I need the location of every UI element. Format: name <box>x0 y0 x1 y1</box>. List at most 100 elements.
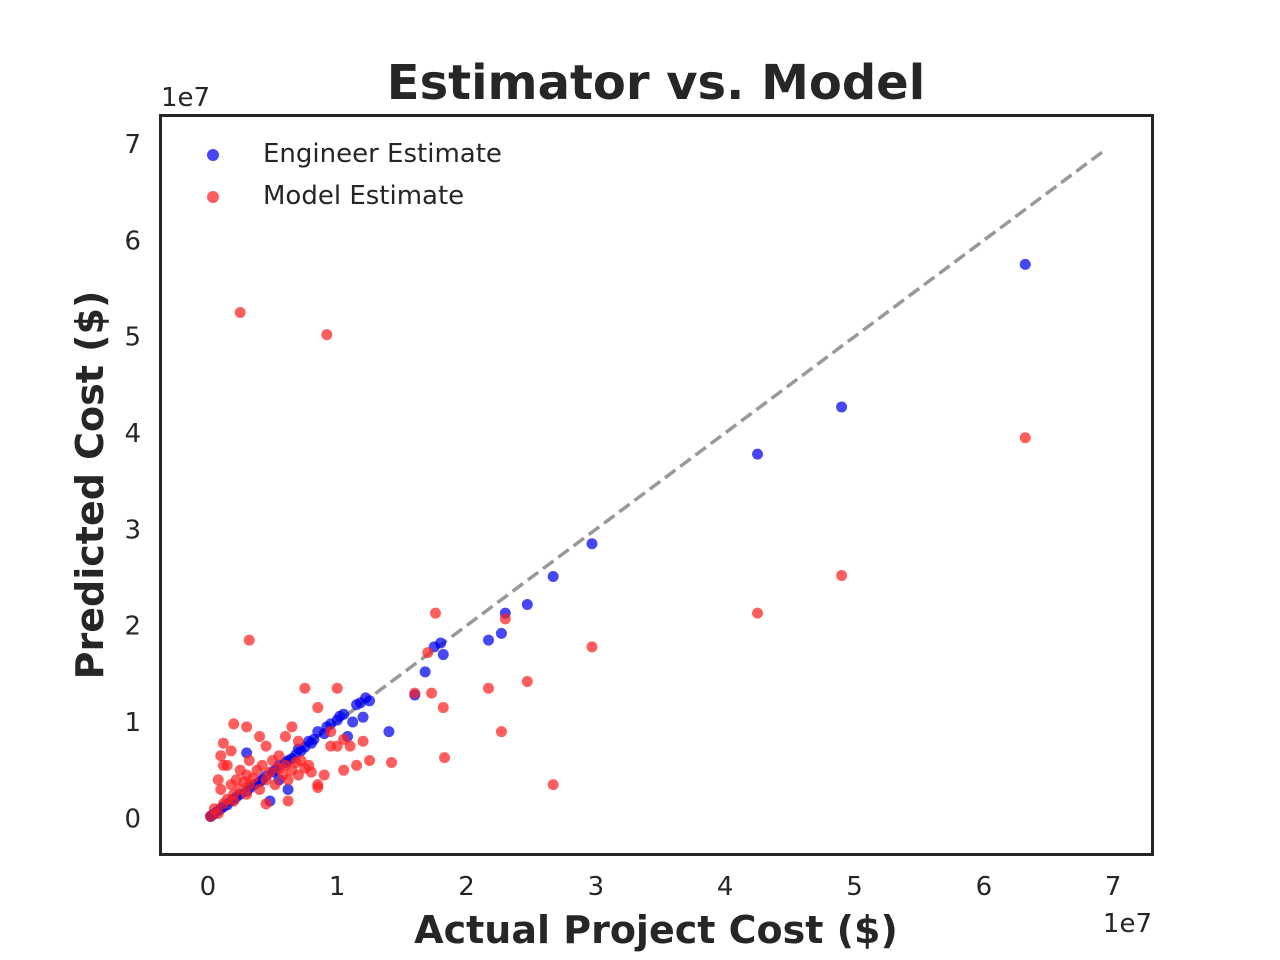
data-point <box>439 752 451 764</box>
y-offset-label: 1e7 <box>161 83 210 113</box>
legend: Engineer Estimate Model Estimate <box>207 139 502 211</box>
data-point <box>273 750 285 762</box>
plot-frame <box>159 114 1154 856</box>
data-point <box>217 737 229 749</box>
data-point <box>256 759 268 771</box>
data-point <box>254 783 266 795</box>
legend-marker-engineer <box>207 149 219 161</box>
data-point <box>483 634 495 646</box>
series-1 <box>204 307 1031 822</box>
data-point <box>260 798 272 810</box>
data-point <box>437 649 449 661</box>
data-point <box>383 726 395 738</box>
data-point <box>241 788 253 800</box>
data-point <box>347 716 359 728</box>
data-point <box>547 571 559 583</box>
data-point <box>228 795 240 807</box>
data-point <box>351 759 363 771</box>
data-point <box>422 647 434 659</box>
data-point <box>243 755 255 767</box>
y-tick-label: 4 <box>124 419 141 449</box>
x-offset-label: 1e7 <box>1103 909 1152 939</box>
data-point <box>279 730 291 742</box>
data-point <box>752 448 764 460</box>
data-point <box>338 708 350 720</box>
data-point <box>521 676 533 688</box>
data-point <box>586 641 598 653</box>
y-tick-label: 1 <box>124 708 141 738</box>
data-point <box>325 740 337 752</box>
data-point <box>282 774 294 786</box>
legend-label-engineer: Engineer Estimate <box>263 139 502 169</box>
legend-label-model: Model Estimate <box>263 181 464 211</box>
y-tick-label: 7 <box>124 130 141 160</box>
data-point <box>212 774 224 786</box>
data-point <box>215 783 227 795</box>
data-point <box>215 750 227 762</box>
data-point <box>338 764 350 776</box>
data-point <box>386 756 398 768</box>
data-point <box>1019 432 1031 444</box>
x-tick-label: 4 <box>717 872 734 902</box>
y-tick-label: 5 <box>124 323 141 353</box>
x-tick-label: 1 <box>329 872 346 902</box>
data-point <box>318 769 330 781</box>
data-point <box>234 764 246 776</box>
data-point <box>521 598 533 610</box>
data-point <box>752 607 764 619</box>
x-tick-label: 2 <box>458 872 475 902</box>
data-point <box>495 627 507 639</box>
plot-area <box>204 147 1108 822</box>
y-tick-label: 2 <box>124 612 141 642</box>
data-point <box>547 779 559 791</box>
y-axis-ticks: 0 1 2 3 4 5 6 7 <box>124 130 141 834</box>
data-point <box>312 782 324 794</box>
data-point <box>357 735 369 747</box>
y-tick-label: 6 <box>124 226 141 256</box>
chart-title: Estimator vs. Model <box>387 55 925 111</box>
data-point <box>282 783 294 795</box>
x-tick-label: 7 <box>1105 872 1122 902</box>
data-point <box>217 759 229 771</box>
data-point <box>264 766 276 778</box>
data-point <box>228 718 240 730</box>
data-point <box>364 755 376 767</box>
data-point <box>338 733 350 745</box>
data-point <box>243 634 255 646</box>
data-point <box>836 570 848 582</box>
data-point <box>269 779 281 791</box>
x-axis-ticks: 0 1 2 3 4 5 6 7 <box>200 872 1122 902</box>
data-point <box>364 695 376 707</box>
data-point <box>419 666 431 678</box>
data-point <box>286 721 298 733</box>
data-point <box>586 538 598 550</box>
x-tick-label: 3 <box>588 872 605 902</box>
y-tick-label: 0 <box>124 804 141 834</box>
data-point <box>331 682 343 694</box>
x-tick-label: 6 <box>976 872 993 902</box>
legend-marker-model <box>207 191 219 203</box>
x-tick-label: 0 <box>200 872 217 902</box>
data-point <box>321 329 333 341</box>
data-point <box>499 613 511 625</box>
data-point <box>312 702 324 714</box>
data-point <box>409 687 421 699</box>
x-tick-label: 5 <box>846 872 863 902</box>
data-point <box>435 637 447 649</box>
data-point <box>1019 258 1031 270</box>
data-point <box>437 702 449 714</box>
data-point <box>325 726 337 738</box>
data-point <box>426 687 438 699</box>
y-axis-label: Predicted Cost ($) <box>68 291 112 680</box>
data-point <box>282 795 294 807</box>
data-point <box>225 745 237 757</box>
data-point <box>836 401 848 413</box>
data-point <box>483 682 495 694</box>
x-axis-label: Actual Project Cost ($) <box>414 908 898 952</box>
data-point <box>234 307 246 319</box>
data-point <box>241 721 253 733</box>
data-point <box>305 766 317 778</box>
data-point <box>495 726 507 738</box>
